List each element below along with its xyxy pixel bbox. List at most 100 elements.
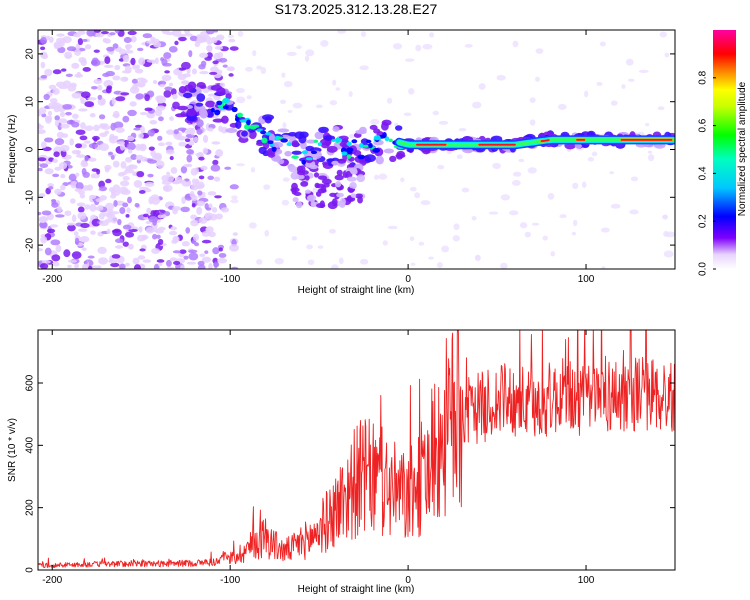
spectrogram-noise-cell xyxy=(114,245,124,249)
snr-frame xyxy=(37,329,676,571)
spectrogram-noise-cell xyxy=(145,227,155,234)
spectrogram-noise-cell xyxy=(180,166,188,174)
colorbar-tick-label: 0.6 xyxy=(698,118,709,132)
spectrogram-ridge-cell xyxy=(293,191,302,197)
spectrogram-noise-cell xyxy=(464,43,473,48)
spectrogram-noise-cell xyxy=(472,101,482,109)
spectrogram-noise-cell xyxy=(128,164,135,169)
spectrogram-noise-cell xyxy=(75,143,83,149)
spectrogram-noise-cell xyxy=(166,266,175,269)
spectrogram-noise-cell xyxy=(207,191,217,196)
spectrogram-ridge-cell xyxy=(321,178,332,185)
spectrogram-noise-cell xyxy=(108,151,114,156)
spectrogram-noise-cell xyxy=(559,214,567,219)
spectrogram-noise-cell xyxy=(64,210,72,216)
spectrogram-noise-cell xyxy=(95,198,103,203)
spectrogram-noise-cell xyxy=(181,80,189,85)
spectrogram-noise-cell xyxy=(496,74,506,81)
spectrogram-noise-cell xyxy=(44,115,50,122)
spectrogram-noise-cell xyxy=(134,203,140,208)
spectrogram-noise-cell xyxy=(196,119,204,128)
spectrogram-noise-cell xyxy=(123,76,129,81)
spectrogram-noise-cell xyxy=(80,223,90,229)
spectrogram-noise-cell xyxy=(188,50,193,58)
spectrogram-noise-cell xyxy=(212,60,219,65)
spectrogram-noise-cell xyxy=(657,106,665,111)
spectrogram-noise-cell xyxy=(142,213,149,218)
spectrogram-noise-cell xyxy=(176,179,186,184)
spectrogram-noise-cell xyxy=(202,134,209,143)
spectrogram-noise-cell xyxy=(127,109,137,117)
spectrogram-ridge-cell xyxy=(350,193,357,198)
spectrogram-ridge-cell xyxy=(304,175,310,181)
spectrogram-noise-cell xyxy=(77,38,84,46)
spectrogram-ridge-cell xyxy=(196,82,206,89)
spectrogram-noise-cell xyxy=(87,255,95,259)
spectrogram-noise-cell xyxy=(188,141,195,146)
spectrogram-noise-cell xyxy=(196,36,207,43)
spectrogram-ridge-core xyxy=(222,105,229,110)
spectrogram-noise-cell xyxy=(122,115,130,123)
spectrogram-noise-cell xyxy=(414,192,421,199)
spectrogram-ridge-core xyxy=(210,107,215,113)
spectrogram-noise-cell xyxy=(144,94,150,102)
spectrogram-noise-cell xyxy=(209,66,219,73)
spectrogram-noise-cell xyxy=(198,175,205,180)
spectrogram-noise-cell xyxy=(128,243,134,250)
spectrogram-noise-cell xyxy=(572,182,579,190)
spectrogram-noise-cell xyxy=(78,57,87,63)
spectrogram-noise-cell xyxy=(169,116,174,121)
spectrogram-noise-cell xyxy=(229,244,239,252)
colorbar-gradient xyxy=(713,30,736,269)
spectrogram-noise-cell xyxy=(312,187,318,194)
spectrogram-noise-cell xyxy=(166,129,175,135)
spectrogram-noise-cell xyxy=(127,149,133,154)
spectrogram-noise-cell xyxy=(211,206,218,213)
spectrogram-noise-cell xyxy=(178,141,187,147)
spectrogram-noise-cell xyxy=(119,180,130,187)
spectrogram-noise-cell xyxy=(146,40,156,44)
spectrogram-noise-cell xyxy=(256,65,263,70)
spectrogram-noise-cell xyxy=(222,64,228,68)
spectrogram-noise-cell xyxy=(74,237,80,246)
spectrogram-noise-cell xyxy=(76,202,86,207)
spectrogram-ridge-cell xyxy=(299,131,309,138)
spectrogram-ridge-core xyxy=(216,100,223,106)
spectrogram-noise-cell xyxy=(54,188,62,195)
spectrogram-noise-cell xyxy=(171,239,178,244)
spectrogram-ridge-cell xyxy=(375,155,384,165)
spectrogram-ridge-core xyxy=(357,154,365,160)
spectrogram-noise-cell xyxy=(452,235,460,242)
spectrogram-noise-cell xyxy=(329,100,338,106)
spectrogram-ridge-core xyxy=(260,130,267,135)
spectrogram-noise-cell xyxy=(524,231,532,238)
snr-panel: -200 -100 0 100 0 200 400 600 Height of straig… xyxy=(7,329,676,595)
spectrogram-noise-cell xyxy=(216,34,225,41)
snr-x-tick-label: -200 xyxy=(42,575,62,586)
spectrogram-noise-cell xyxy=(67,264,72,269)
spectrogram-noise-cell xyxy=(205,207,212,211)
spectrogram-noise-cell xyxy=(206,44,213,52)
spectrogram-noise-cell xyxy=(125,262,130,267)
spectrogram-ridge-cell xyxy=(346,176,357,182)
spectrogram-noise-cell xyxy=(185,227,191,234)
spectrogram-noise-cell xyxy=(137,133,144,139)
spectrogram-noise-cell xyxy=(196,128,203,135)
spectrogram-noise-cell xyxy=(591,151,598,157)
spectrogram-noise-cell xyxy=(191,68,198,75)
spectrogram-noise-cell xyxy=(60,123,70,129)
spectrogram-noise-cell xyxy=(112,43,119,49)
spectrogram-noise-cell xyxy=(609,171,615,175)
spectrogram-noise-cell xyxy=(245,66,253,72)
spectrogram-noise-cell xyxy=(40,74,48,79)
spectrogram-noise-cell xyxy=(53,106,60,113)
spectrogram-noise-cell xyxy=(38,211,42,216)
spectrogram-noise-cell xyxy=(60,184,66,191)
snr-x-tick-label: 100 xyxy=(578,575,595,586)
spectrogram-noise-cell xyxy=(92,135,100,141)
spectrogram-noise-cell xyxy=(117,172,125,177)
spectrogram-ridge-cell xyxy=(326,145,338,153)
spectrogram-noise-cell xyxy=(211,141,221,145)
spectrogram-noise-cell xyxy=(67,259,77,263)
